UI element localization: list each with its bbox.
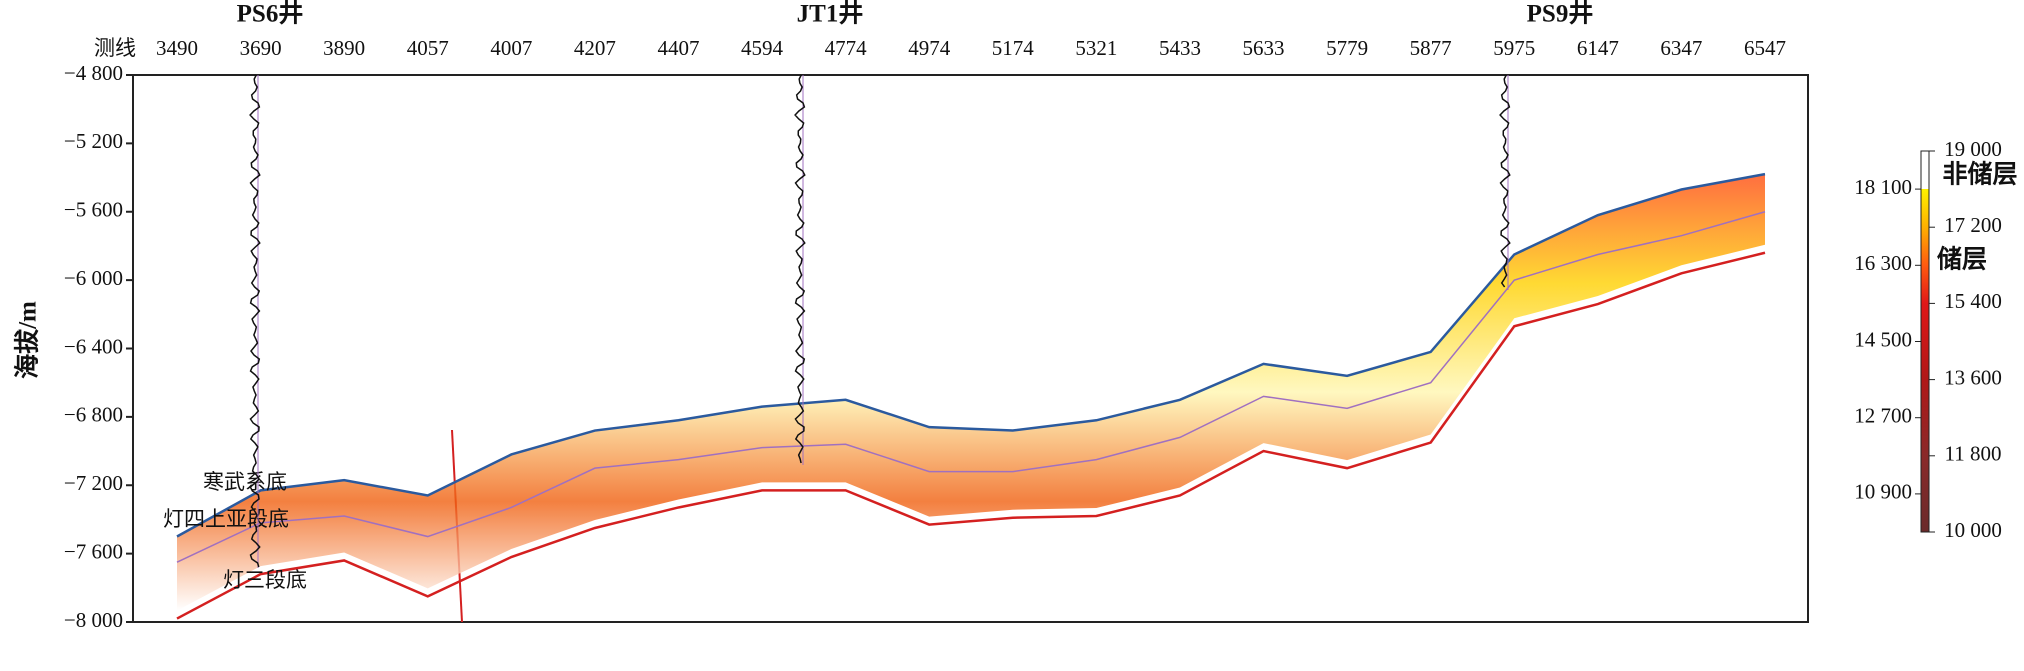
x-tick-label: 5975 (1493, 36, 1535, 60)
x-tick-label: 4407 (657, 36, 699, 60)
x-tick-label: 6147 (1577, 36, 1619, 60)
colorbar-tick-label: 15 400 (1944, 289, 2002, 313)
x-tick-label: 5779 (1326, 36, 1368, 60)
x-tick-label: 4207 (574, 36, 616, 60)
x-tick-label: 4974 (908, 36, 951, 60)
colorbar-label: 非储层 (1942, 160, 2017, 189)
horizon-label: 寒武系底 (203, 470, 287, 494)
x-tick-label: 3490 (156, 36, 198, 60)
well-log (794, 74, 806, 464)
y-tick-label: −6 400 (64, 334, 123, 358)
colorbar-tick-label: 11 800 (1945, 442, 2002, 466)
x-tick-label: 5433 (1159, 36, 1201, 60)
colorbar-tick-label: 10 000 (1944, 518, 2002, 542)
well-name: JT1井 (797, 0, 864, 28)
reservoir-band (177, 174, 1765, 611)
x-tick-label: 4594 (741, 36, 784, 60)
horizon (176, 172, 1766, 538)
horizon-label: 灯三段底 (223, 568, 307, 592)
colorbar (1920, 150, 1930, 533)
x-tick-label: 5633 (1243, 36, 1285, 60)
x-tick-label: 5877 (1410, 36, 1452, 60)
x-tick-label: 4007 (490, 36, 532, 60)
horizon (176, 251, 1766, 620)
y-tick-label: −4 800 (64, 61, 123, 85)
well-log (249, 74, 261, 568)
well-name: PS6井 (237, 0, 304, 28)
x-tick-label: 3690 (240, 36, 282, 60)
well-log (1499, 74, 1511, 288)
colorbar-label: 储层 (1937, 245, 1987, 274)
y-axis-label: 海拔/m (13, 301, 42, 379)
x-tick-label: 4057 (407, 36, 449, 60)
colorbar-tick-label: 12 700 (1854, 404, 1912, 428)
colorbar-tick-label: 17 200 (1944, 213, 2002, 237)
x-tick-label: 6347 (1660, 36, 1702, 60)
colorbar-tick-label: 18 100 (1854, 175, 1912, 199)
x-axis-label: 测线 (94, 36, 136, 60)
y-tick-label: −5 200 (64, 129, 123, 153)
x-tick-label: 6547 (1744, 36, 1786, 60)
horizon-label: 灯四上亚段底 (163, 507, 289, 531)
y-tick-label: −6 000 (64, 266, 123, 290)
y-tick-label: −7 600 (64, 539, 123, 563)
x-tick-label: 5321 (1075, 36, 1117, 60)
well-name: PS9井 (1527, 0, 1594, 28)
y-tick-label: −7 200 (64, 471, 123, 495)
y-tick-label: −8 000 (64, 608, 123, 632)
y-tick-label: −6 800 (64, 403, 123, 427)
y-tick-label: −5 600 (64, 198, 123, 222)
colorbar-tick-label: 19 000 (1944, 137, 2002, 161)
colorbar-tick-label: 13 600 (1944, 365, 2002, 389)
horizon (176, 211, 1766, 563)
x-tick-label: 5174 (992, 36, 1035, 60)
colorbar-tick-label: 10 900 (1854, 480, 1912, 504)
colorbar-tick-label: 14 500 (1854, 327, 1912, 351)
x-tick-label: 4774 (825, 36, 868, 60)
colorbar-tick-label: 16 300 (1854, 251, 1912, 275)
x-tick-label: 3890 (323, 36, 365, 60)
